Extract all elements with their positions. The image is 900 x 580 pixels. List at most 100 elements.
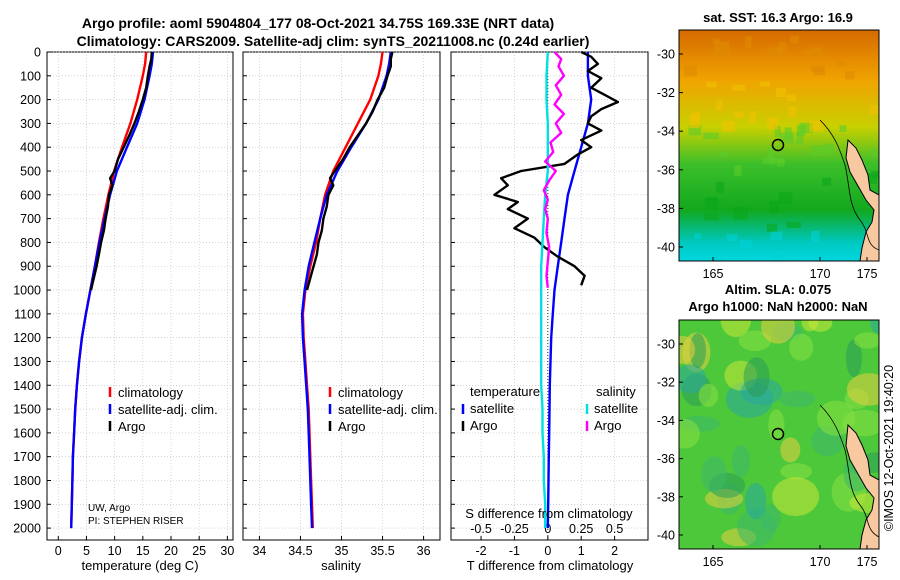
credit-org: UW, Argo bbox=[88, 503, 131, 514]
sst-map bbox=[679, 30, 879, 261]
sst-patch bbox=[837, 61, 845, 67]
sst-patch bbox=[712, 38, 720, 44]
copyright-stamp: ©IMOS 12-Oct-2021 19:40:20 bbox=[882, 365, 896, 531]
series-line-argo bbox=[305, 51, 394, 291]
x-tick-label: 36 bbox=[417, 544, 431, 558]
sst-patch bbox=[732, 250, 739, 259]
sst-patch bbox=[774, 125, 781, 137]
sla-patch bbox=[743, 357, 770, 398]
map-x-tick-label: 175 bbox=[857, 555, 878, 569]
sst-patch bbox=[688, 125, 702, 136]
sla-patch bbox=[737, 508, 776, 547]
legend-label: Argo bbox=[118, 419, 145, 434]
sst-patch bbox=[786, 221, 801, 229]
sla-patch bbox=[701, 456, 727, 493]
sst-patch bbox=[776, 87, 786, 97]
sst-patch bbox=[703, 132, 719, 140]
map-y-tick-label: -30 bbox=[657, 48, 675, 62]
temperature-plot: 0100200300400500600700800900100011001200… bbox=[13, 46, 234, 559]
y-tick-label: 1300 bbox=[13, 355, 41, 369]
sst-argo-marker bbox=[771, 138, 785, 152]
y-tick-label: 400 bbox=[20, 141, 41, 155]
sst-patch bbox=[694, 233, 702, 239]
y-tick-label: 200 bbox=[20, 93, 41, 107]
x-tick-label: 35.5 bbox=[370, 544, 394, 558]
sla-patch bbox=[732, 445, 750, 477]
sst-patch bbox=[796, 131, 804, 145]
x-tick-label: 0 bbox=[55, 544, 62, 558]
sla-patch bbox=[738, 330, 772, 352]
top-x-tick-label: 0.25 bbox=[569, 522, 593, 536]
sla-patch bbox=[779, 390, 816, 408]
sst-patches bbox=[683, 35, 879, 261]
sla-patch bbox=[854, 332, 879, 349]
salinity-plot: 34 34.5 35 35.5 36 climatology satellite-adj. … bbox=[243, 51, 440, 558]
sla-patch bbox=[801, 320, 819, 332]
top-x-tick-label: -0.5 bbox=[470, 522, 492, 536]
y-tick-label: 300 bbox=[20, 117, 41, 131]
sst-patch bbox=[811, 230, 820, 243]
sst-patch bbox=[745, 36, 752, 48]
sla-map-title1: Altim. SLA: 0.075 bbox=[725, 282, 831, 297]
sla-patch bbox=[817, 400, 856, 436]
sla-patch bbox=[745, 483, 767, 520]
sst-patch bbox=[733, 207, 748, 220]
legend-label: satellite-adj. clim. bbox=[338, 402, 438, 417]
map-x-tick-label: 165 bbox=[703, 267, 724, 281]
diff-series-line bbox=[493, 50, 620, 286]
credit-pi: PI: STEPHEN RISER bbox=[88, 516, 184, 527]
sla-argo-marker bbox=[771, 427, 785, 441]
legend-label: Argo bbox=[470, 418, 497, 433]
y-tick-label: 1900 bbox=[13, 498, 41, 512]
series-line-argo bbox=[89, 51, 153, 291]
map-y-tick-label: -40 bbox=[657, 529, 675, 543]
map-x-tick-label: 165 bbox=[703, 555, 724, 569]
salinity-xlabel: salinity bbox=[321, 558, 361, 573]
sst-patch bbox=[760, 81, 770, 87]
sst-patch bbox=[871, 170, 879, 179]
x-tick-label: 15 bbox=[136, 544, 150, 558]
sla-map-title2: Argo h1000: NaN h2000: NaN bbox=[688, 299, 867, 314]
sst-patch bbox=[770, 231, 783, 241]
x-tick-label: 34.5 bbox=[288, 544, 312, 558]
sla-patch bbox=[720, 320, 751, 338]
sla-patch bbox=[789, 333, 814, 361]
x-tick-label: 20 bbox=[164, 544, 178, 558]
sla-shelf-contour bbox=[819, 404, 879, 538]
y-tick-label: 1400 bbox=[13, 379, 41, 393]
sst-patch bbox=[810, 47, 822, 55]
y-tick-label: 2000 bbox=[13, 522, 41, 536]
sla-patch bbox=[768, 409, 785, 441]
map-y-tick-label: -38 bbox=[657, 490, 675, 504]
figure-title-line1: Argo profile: aoml 5904804_177 08-Oct-20… bbox=[82, 15, 554, 31]
sst-patch bbox=[809, 120, 823, 132]
y-tick-label: 700 bbox=[20, 212, 41, 226]
sst-patch bbox=[845, 71, 855, 80]
sla-patch bbox=[780, 437, 801, 463]
sla-patch bbox=[846, 373, 879, 406]
sst-patch bbox=[778, 192, 793, 205]
sst-patch bbox=[811, 145, 827, 156]
temperature-xlabel: temperature (deg C) bbox=[81, 558, 198, 573]
sst-shelf-contour bbox=[819, 119, 879, 251]
sla-patches bbox=[679, 320, 879, 547]
y-tick-label: 1100 bbox=[14, 307, 41, 321]
difference-top-xlabel: S difference from climatology bbox=[465, 506, 633, 521]
sla-patch bbox=[689, 333, 706, 369]
sst-patch bbox=[734, 111, 744, 118]
sst-patch bbox=[789, 35, 800, 44]
sst-patch bbox=[769, 200, 779, 214]
y-tick-label: 1000 bbox=[13, 284, 41, 298]
sla-patch bbox=[679, 335, 696, 364]
top-x-tick-label: 0.5 bbox=[606, 522, 623, 536]
x-tick-label: 25 bbox=[192, 544, 206, 558]
y-tick-label: 1200 bbox=[13, 331, 41, 345]
sla-patch bbox=[845, 339, 862, 378]
map-y-tick-label: -36 bbox=[657, 163, 675, 177]
difference-xlabel: T difference from climatology bbox=[467, 558, 634, 573]
sst-coastline bbox=[845, 138, 879, 261]
map-y-tick-label: -30 bbox=[657, 338, 675, 352]
map-y-tick-label: -38 bbox=[657, 202, 675, 216]
legend-label: satellite-adj. clim. bbox=[118, 402, 218, 417]
map-y-tick-label: -36 bbox=[657, 452, 675, 466]
